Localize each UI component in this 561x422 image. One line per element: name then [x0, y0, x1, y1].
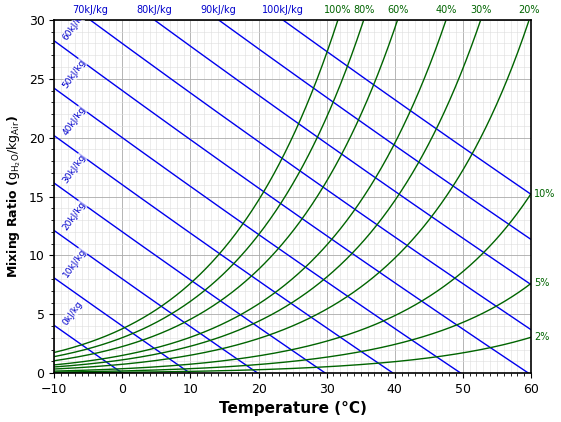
- Text: 70kJ/kg: 70kJ/kg: [72, 5, 108, 15]
- Text: 5%: 5%: [535, 279, 550, 289]
- Text: 20kJ/kg: 20kJ/kg: [61, 200, 88, 232]
- Text: 10kJ/kg: 10kJ/kg: [61, 247, 88, 279]
- Text: 0kJ/kg: 0kJ/kg: [61, 299, 84, 327]
- Y-axis label: Mixing Ratio ($\mathsf{g_{H_2O}/kg_{Air}}$): Mixing Ratio ($\mathsf{g_{H_2O}/kg_{Air}…: [6, 115, 23, 278]
- Text: 30kJ/kg: 30kJ/kg: [61, 152, 88, 184]
- Text: 10%: 10%: [535, 189, 556, 199]
- Text: 60%: 60%: [387, 5, 408, 15]
- Text: 50kJ/kg: 50kJ/kg: [61, 57, 88, 90]
- Text: 60kJ/kg: 60kJ/kg: [61, 10, 88, 42]
- Text: 90kJ/kg: 90kJ/kg: [201, 5, 236, 15]
- Text: 100%: 100%: [324, 5, 352, 15]
- X-axis label: Temperature (°C): Temperature (°C): [219, 401, 366, 417]
- Text: 20%: 20%: [518, 5, 540, 15]
- Text: 40%: 40%: [435, 5, 457, 15]
- Text: 80%: 80%: [353, 5, 374, 15]
- Text: 2%: 2%: [535, 332, 550, 342]
- Text: 100kJ/kg: 100kJ/kg: [262, 5, 304, 15]
- Text: 30%: 30%: [470, 5, 491, 15]
- Text: 40kJ/kg: 40kJ/kg: [61, 105, 88, 137]
- Text: 80kJ/kg: 80kJ/kg: [136, 5, 172, 15]
